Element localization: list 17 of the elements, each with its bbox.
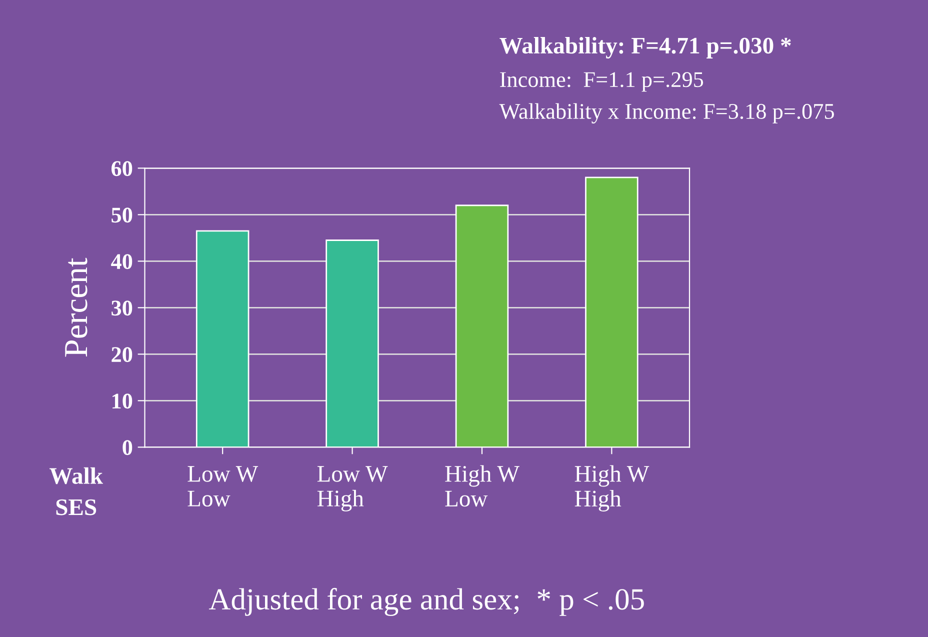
- text: Walk SES: [50, 467, 103, 516]
- y-tick-label: 60: [112, 161, 132, 176]
- text: Walkability: F=4.71 p=.030 *: [500, 37, 791, 59]
- x-tick-label: Low W High: [317, 466, 388, 512]
- y-tick-label: 40: [111, 254, 132, 270]
- x-tick-label: High W High: [574, 465, 650, 512]
- x-tick-label: Low W Low: [188, 466, 258, 507]
- y-tick-label: 0: [122, 440, 132, 456]
- y-tick-label: 30: [112, 300, 132, 316]
- text: Walkability x Income: F=3.18 p=.075: [499, 103, 834, 124]
- text: Income: F=1.1 p=.295: [500, 72, 704, 92]
- y-axis-title: Percent: [65, 258, 88, 357]
- y-tick-label: 50: [112, 208, 132, 223]
- y-tick-label: 20: [112, 347, 132, 362]
- x-tick-label: High W Low: [445, 465, 520, 507]
- text: Adjusted for age and sex; * p < .05: [208, 588, 644, 616]
- y-tick-label: 10: [112, 394, 132, 409]
